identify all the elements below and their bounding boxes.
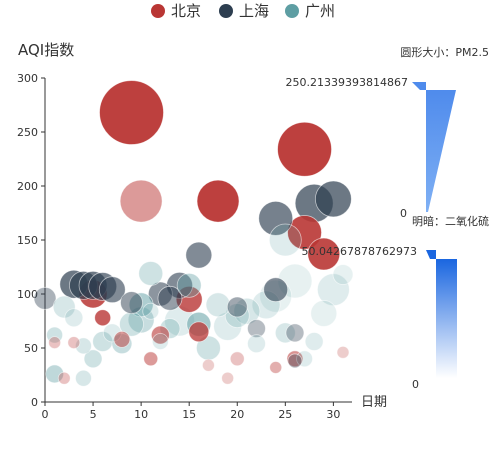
y-tick-label: 300 xyxy=(17,72,38,85)
data-point-shanghai[interactable] xyxy=(157,285,183,311)
visualmap-opacity-top-handle[interactable] xyxy=(426,250,436,259)
visualmap-opacity-min-label: 0 xyxy=(412,378,419,391)
data-point-guangzhou[interactable] xyxy=(64,308,84,328)
data-point-beijing[interactable] xyxy=(67,336,81,350)
x-axis-label: 日期 xyxy=(361,395,387,410)
data-point-guangzhou[interactable] xyxy=(138,261,164,286)
data-point-beijing[interactable] xyxy=(99,80,164,145)
data-point-guangzhou[interactable] xyxy=(224,303,250,329)
legend-label-shanghai: 上海 xyxy=(239,2,269,20)
legend: 北京 上海 广州 xyxy=(151,2,335,20)
data-point-beijing[interactable] xyxy=(48,336,62,350)
data-point-guangzhou[interactable] xyxy=(83,349,103,369)
data-point-guangzhou[interactable] xyxy=(233,297,261,325)
x-tick-label: 15 xyxy=(182,408,196,421)
data-point-guangzhou[interactable] xyxy=(268,223,302,257)
data-point-shanghai[interactable] xyxy=(285,323,305,343)
visualmap-size: 圆形大小：PM2.5 250.21339393814867 0 xyxy=(286,45,489,220)
data-point-shanghai[interactable] xyxy=(98,276,126,304)
data-point-shanghai[interactable] xyxy=(185,241,213,269)
data-point-guangzhou[interactable] xyxy=(176,272,202,298)
data-point-beijing[interactable] xyxy=(94,309,112,327)
x-tick-label: 0 xyxy=(42,408,49,421)
data-point-guangzhou[interactable] xyxy=(46,326,64,344)
data-point-guangzhou[interactable] xyxy=(142,302,160,320)
y-tick-label: 250 xyxy=(17,126,38,139)
data-point-beijing[interactable] xyxy=(113,330,131,348)
data-point-guangzhou[interactable] xyxy=(304,332,324,351)
data-point-beijing[interactable] xyxy=(336,345,350,359)
visualmap-size-min-label: 0 xyxy=(400,207,407,220)
data-point-guangzhou[interactable] xyxy=(75,369,92,387)
data-point-shanghai[interactable] xyxy=(314,180,352,218)
data-point-beijing[interactable] xyxy=(143,351,159,367)
data-point-beijing[interactable] xyxy=(307,237,341,271)
data-point-guangzhou[interactable] xyxy=(151,333,169,350)
data-point-guangzhou[interactable] xyxy=(274,322,296,344)
legend-item-shanghai[interactable]: 上海 xyxy=(219,2,269,20)
x-axis-ticks: 0 5 10 15 20 25 30 xyxy=(42,402,340,421)
data-point-shanghai[interactable] xyxy=(33,286,57,310)
y-tick-label: 150 xyxy=(17,234,38,247)
data-point-guangzhou[interactable] xyxy=(332,264,354,285)
data-point-beijing[interactable] xyxy=(57,371,71,385)
plot-area xyxy=(33,80,354,387)
data-point-beijing[interactable] xyxy=(119,179,163,223)
legend-label-guangzhou: 广州 xyxy=(305,2,335,20)
data-point-guangzhou[interactable] xyxy=(52,295,76,319)
data-point-beijing[interactable] xyxy=(269,361,283,374)
data-point-beijing[interactable] xyxy=(221,371,235,385)
x-tick-label: 30 xyxy=(326,408,340,421)
data-point-beijing[interactable] xyxy=(196,179,240,223)
legend-marker-guangzhou xyxy=(285,4,299,18)
visualmap-opacity-bar[interactable] xyxy=(436,259,457,378)
y-tick-label: 200 xyxy=(17,180,38,193)
y-tick-label: 100 xyxy=(17,288,38,301)
visualmap-size-top-handle[interactable] xyxy=(412,82,426,90)
data-point-beijing[interactable] xyxy=(287,215,322,250)
visualmap-opacity-max-label: 50.04267878762973 xyxy=(302,245,417,258)
data-point-guangzhou[interactable] xyxy=(247,334,266,354)
data-point-shanghai[interactable] xyxy=(226,296,248,318)
data-point-shanghai[interactable] xyxy=(120,291,143,315)
x-tick-label: 25 xyxy=(278,408,292,421)
data-point-beijing[interactable] xyxy=(188,321,210,343)
data-point-shanghai[interactable] xyxy=(258,200,294,236)
y-tick-label: 50 xyxy=(24,342,38,355)
data-point-guangzhou[interactable] xyxy=(296,350,313,368)
data-point-guangzhou[interactable] xyxy=(196,335,221,361)
data-point-guangzhou[interactable] xyxy=(45,364,65,384)
data-point-shanghai[interactable] xyxy=(263,277,289,303)
y-axis-ticks: 0 50 100 150 200 250 300 xyxy=(17,72,45,409)
visualmap-size-title: 圆形大小：PM2.5 xyxy=(400,45,489,59)
legend-marker-shanghai xyxy=(219,4,233,18)
data-point-beijing[interactable] xyxy=(202,358,215,372)
legend-item-beijing[interactable]: 北京 xyxy=(151,2,201,20)
y-axis-label: AQI指数 xyxy=(18,41,74,59)
visualmap-opacity: 明暗：二氧化硫 50.04267878762973 0 xyxy=(302,214,489,391)
legend-label-beijing: 北京 xyxy=(171,2,201,20)
data-point-beijing[interactable] xyxy=(150,325,170,345)
data-point-beijing[interactable] xyxy=(277,121,332,177)
data-point-shanghai[interactable] xyxy=(287,353,303,369)
data-point-beijing[interactable] xyxy=(229,351,245,367)
data-point-shanghai[interactable] xyxy=(247,319,266,338)
x-tick-label: 5 xyxy=(90,408,97,421)
visualmap-size-bar[interactable] xyxy=(426,90,456,212)
visualmap-size-max-label: 250.21339393814867 xyxy=(286,76,408,89)
data-point-guangzhou[interactable] xyxy=(205,292,231,318)
visualmap-opacity-title: 明暗：二氧化硫 xyxy=(412,214,489,228)
x-tick-label: 10 xyxy=(134,408,148,421)
y-tick-label: 0 xyxy=(31,396,38,409)
x-tick-label: 20 xyxy=(230,408,244,421)
legend-marker-beijing xyxy=(151,4,165,18)
legend-item-guangzhou[interactable]: 广州 xyxy=(285,2,335,20)
data-point-guangzhou[interactable] xyxy=(310,300,338,327)
